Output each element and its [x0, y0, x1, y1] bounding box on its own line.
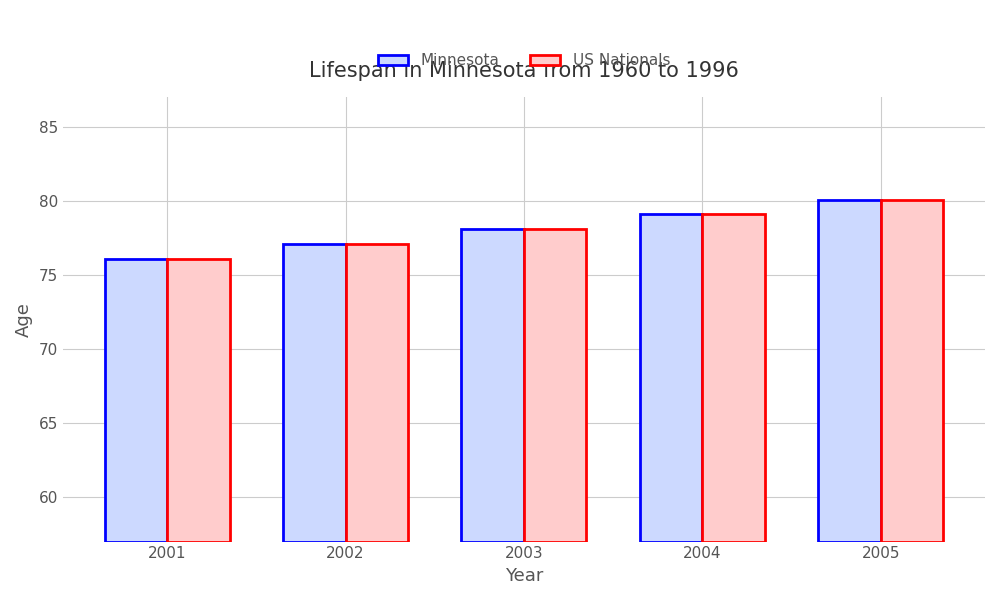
Bar	[167, 259, 230, 542]
Bar	[818, 200, 881, 542]
Bar	[283, 244, 346, 542]
Bar	[702, 214, 765, 542]
Bar	[640, 214, 702, 542]
Bar	[524, 229, 586, 542]
Bar	[881, 200, 943, 542]
Bar	[461, 229, 524, 542]
Bar	[346, 244, 408, 542]
Y-axis label: Age: Age	[15, 302, 33, 337]
Legend: Minnesota, US Nationals: Minnesota, US Nationals	[372, 47, 676, 74]
Title: Lifespan in Minnesota from 1960 to 1996: Lifespan in Minnesota from 1960 to 1996	[309, 61, 739, 80]
Bar	[105, 259, 167, 542]
X-axis label: Year: Year	[505, 567, 543, 585]
